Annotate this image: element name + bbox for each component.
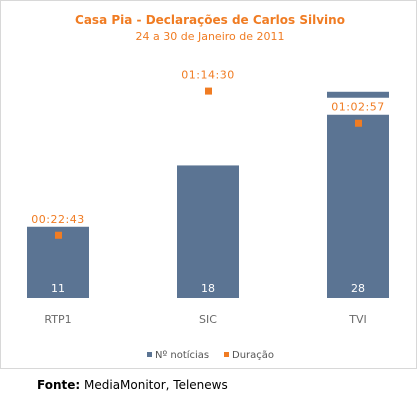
legend-swatch-duracao [224, 352, 229, 357]
duration-marker-tvi [355, 119, 362, 127]
duration-marker-sic [205, 87, 212, 95]
duration-label-bg-tvi [326, 97, 390, 115]
legend-label-noticias: Nº notícias [155, 349, 209, 361]
bar-value-rtp1: 11 [51, 282, 65, 295]
legend-label-duracao: Duração [232, 350, 274, 361]
chart-title: Casa Pia - Declarações de Carlos Silvino [75, 13, 345, 27]
bar-value-tvi: 28 [351, 282, 365, 295]
duration-label-bg-rtp1 [26, 209, 90, 227]
x-tick-sic: SIC [199, 313, 217, 326]
source-label: Fonte: [37, 378, 81, 392]
source-text: MediaMonitor, Telenews [84, 378, 228, 392]
duration-label-bg-sic [176, 65, 240, 83]
source-note: Fonte: MediaMonitor, Telenews [37, 378, 228, 392]
bar-value-sic: 18 [201, 282, 215, 295]
legend: Nº notícias Duração [147, 349, 274, 361]
chart-subtitle: 24 a 30 de Janeiro de 2011 [136, 30, 285, 43]
duration-label-rtp1: 00:22:43 [31, 213, 84, 226]
x-tick-tvi: TVI [348, 313, 367, 326]
duration-marker-rtp1 [55, 231, 62, 239]
bar-rtp1 [27, 216, 89, 298]
duration-label-sic: 01:14:30 [181, 69, 234, 82]
plot-area: 11 RTP1 00:22:43 18 SIC 01:14:30 28 TVI 01:02:57 [26, 65, 390, 326]
legend-swatch-noticias [147, 352, 152, 357]
chart-svg: Casa Pia - Declarações de Carlos Silvino… [26, 13, 390, 361]
x-tick-rtp1: RTP1 [44, 313, 71, 326]
bar-sic [177, 165, 239, 298]
duration-label-tvi: 01:02:57 [331, 101, 384, 114]
